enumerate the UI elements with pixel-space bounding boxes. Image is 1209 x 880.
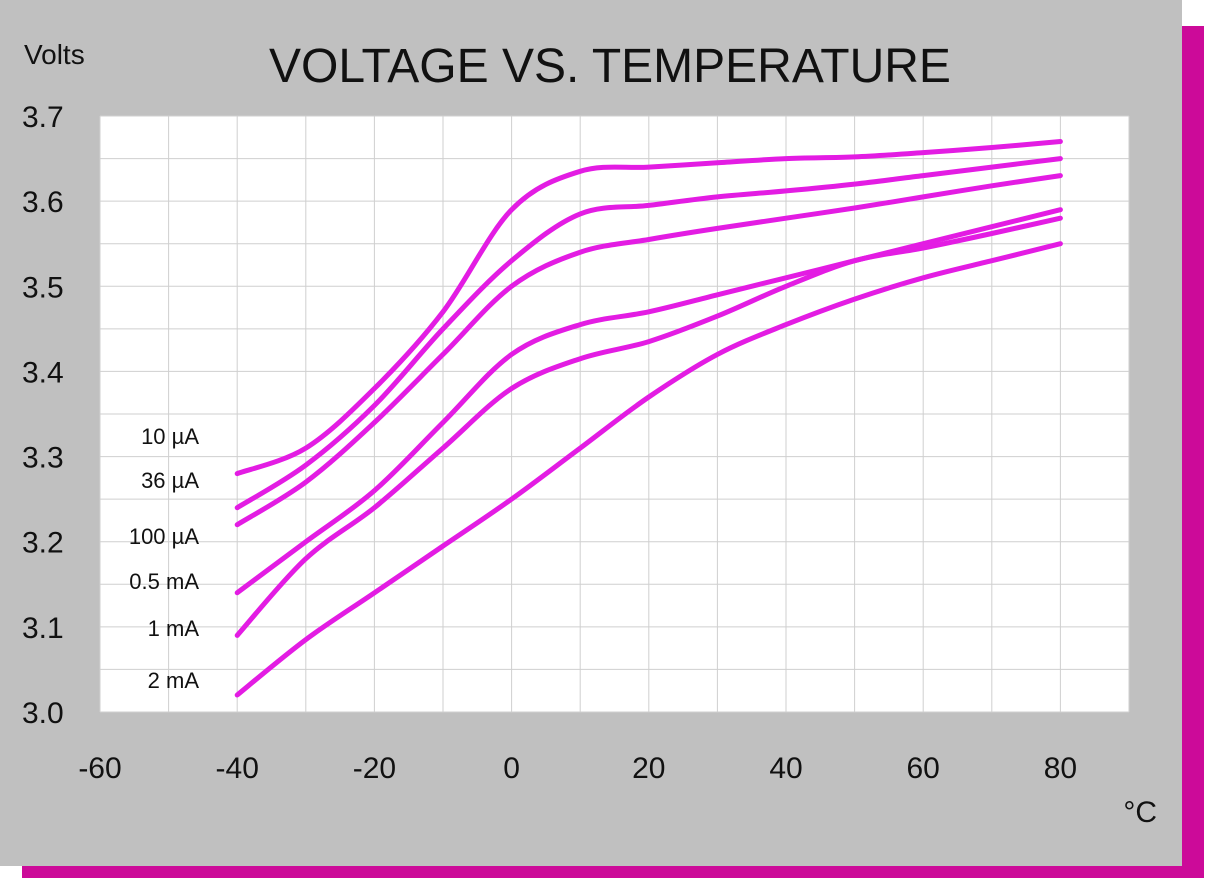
y-tick-label: 3.6 <box>22 186 64 219</box>
x-tick-label: 60 <box>907 752 940 785</box>
series-label: 2 mA <box>148 668 200 693</box>
x-tick-label: -60 <box>78 752 121 785</box>
series-label: 10 µA <box>141 424 199 449</box>
x-tick-label: -20 <box>353 752 396 785</box>
y-tick-label: 3.7 <box>22 101 64 134</box>
series-line <box>234 173 1063 528</box>
series-label: 36 µA <box>141 468 199 493</box>
y-tick-label: 3.3 <box>22 442 64 475</box>
series-label: 1 mA <box>148 616 200 641</box>
chart-title: VOLTAGE VS. TEMPERATURE <box>269 40 951 93</box>
y-tick-label: 3.1 <box>22 612 64 645</box>
x-tick-label: 40 <box>769 752 802 785</box>
y-tick-label: 3.0 <box>22 697 64 730</box>
x-axis-ticks: -60 -40 -20 0 20 40 60 80 <box>78 752 1077 785</box>
series-label: 0.5 mA <box>129 569 199 594</box>
series-line <box>234 139 1063 477</box>
series-labels: 10 µA 36 µA 100 µA 0.5 mA 1 mA 2 mA <box>129 424 199 693</box>
series-label: 100 µA <box>129 524 199 549</box>
series-line <box>234 215 1063 638</box>
series-lines <box>234 139 1063 698</box>
x-tick-label: 20 <box>632 752 665 785</box>
x-axis-label: °C <box>1123 796 1157 829</box>
y-axis-label: Volts <box>24 39 85 70</box>
y-axis-ticks: 3.0 3.1 3.2 3.3 3.4 3.5 3.6 3.7 <box>22 101 64 730</box>
y-tick-label: 3.4 <box>22 356 64 389</box>
x-tick-label: 80 <box>1044 752 1077 785</box>
x-tick-label: 0 <box>503 752 520 785</box>
grid <box>99 115 1130 713</box>
y-tick-label: 3.2 <box>22 527 64 560</box>
series-line <box>234 241 1063 698</box>
y-tick-label: 3.5 <box>22 271 64 304</box>
x-tick-label: -40 <box>216 752 259 785</box>
series-line <box>234 207 1063 596</box>
series-line <box>234 156 1063 511</box>
